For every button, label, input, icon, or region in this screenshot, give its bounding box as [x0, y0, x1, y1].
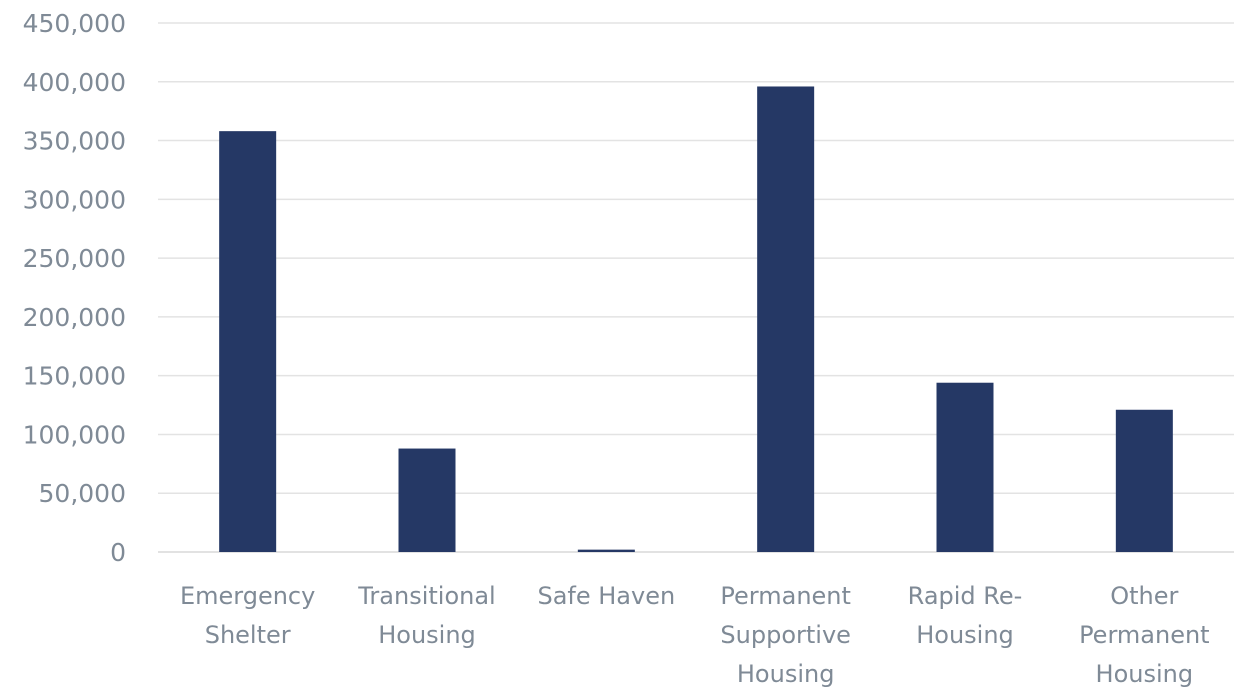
y-tick-label: 150,000 — [23, 362, 126, 391]
x-axis: Emergency Shelter Transitional Housing Safe … — [180, 582, 1210, 688]
y-tick-label: 450,000 — [23, 9, 126, 38]
y-tick-label: 50,000 — [39, 479, 126, 508]
y-tick-label: 0 — [110, 538, 126, 567]
bar — [219, 131, 277, 552]
x-category-label-line: Safe Haven — [537, 582, 675, 610]
x-category-label-line: Rapid Re- — [908, 582, 1023, 610]
y-tick-label: 400,000 — [23, 68, 126, 97]
bar — [757, 86, 815, 552]
x-category-label-line: Permanent — [1079, 621, 1210, 649]
gridlines — [158, 22, 1234, 553]
x-category-label-line: Supportive — [720, 621, 851, 649]
x-category-label: Other Permanent Housing — [1079, 582, 1210, 688]
x-category-label-line: Shelter — [205, 621, 291, 649]
x-category-label: Permanent Supportive Housing — [720, 582, 851, 688]
y-tick-label: 100,000 — [23, 420, 126, 449]
x-category-label-line: Housing — [916, 621, 1014, 649]
x-category-label: Safe Haven — [537, 582, 675, 610]
y-tick-label: 250,000 — [23, 244, 126, 273]
bar — [1115, 409, 1173, 552]
x-category-label-line: Permanent — [720, 582, 851, 610]
x-category-label: Rapid Re- Housing — [908, 582, 1023, 649]
x-category-label-line: Emergency — [180, 582, 315, 610]
bar — [398, 448, 456, 552]
x-category-label: Emergency Shelter — [180, 582, 315, 649]
y-tick-label: 350,000 — [23, 127, 126, 156]
bar — [936, 382, 994, 552]
bars — [219, 86, 1173, 552]
x-category-label-line: Housing — [737, 660, 835, 688]
y-tick-label: 200,000 — [23, 303, 126, 332]
x-category-label-line: Other — [1110, 582, 1178, 610]
x-category-label-line: Housing — [1096, 660, 1194, 688]
x-category-label: Transitional Housing — [357, 582, 495, 649]
bar — [577, 549, 635, 552]
y-axis: 0 50,000 100,000 150,000 200,000 250,000 300,0… — [23, 9, 126, 567]
y-tick-label: 300,000 — [23, 185, 126, 214]
x-category-label-line: Transitional — [357, 582, 495, 610]
x-category-label-line: Housing — [378, 621, 476, 649]
